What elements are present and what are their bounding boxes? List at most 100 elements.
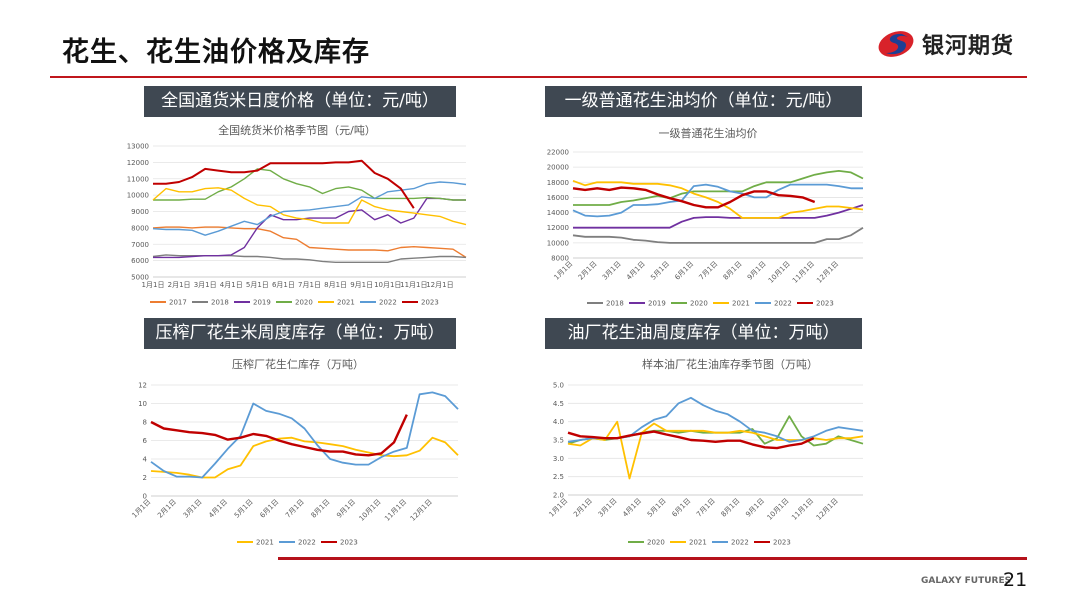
y-tick-label: 2 bbox=[143, 474, 147, 482]
y-tick-label: 6 bbox=[143, 437, 148, 445]
x-tick-label: 12月1日 bbox=[815, 260, 840, 285]
x-tick-label: 8月1日 bbox=[310, 498, 332, 520]
series-line-2020 bbox=[153, 168, 466, 201]
y-tick-label: 10 bbox=[138, 400, 147, 408]
legend-label-2023: 2023 bbox=[773, 539, 791, 547]
legend-label-2022: 2022 bbox=[379, 299, 397, 307]
series-line-2023 bbox=[153, 159, 415, 209]
x-tick-label: 6月1日 bbox=[272, 281, 295, 289]
y-tick-label: 14000 bbox=[547, 209, 569, 217]
y-tick-label: 4.0 bbox=[553, 418, 564, 426]
x-tick-label: 7月1日 bbox=[298, 281, 321, 289]
y-tick-label: 13000 bbox=[127, 143, 149, 151]
x-tick-label: 9月1日 bbox=[744, 497, 766, 519]
x-tick-label: 11月1日 bbox=[383, 498, 408, 523]
x-tick-label: 10月1日 bbox=[766, 497, 791, 522]
x-tick-label: 2月1日 bbox=[577, 260, 599, 282]
x-tick-label: 9月1日 bbox=[350, 281, 373, 289]
series-line-2023 bbox=[572, 186, 816, 209]
y-tick-label: 6000 bbox=[131, 257, 149, 265]
footer-brand: GALAXY FUTURES bbox=[921, 576, 1012, 586]
x-tick-label: 11月1日 bbox=[790, 497, 815, 522]
x-tick-label: 4月1日 bbox=[625, 260, 647, 282]
series-line-2018 bbox=[572, 226, 864, 244]
x-tick-label: 9月1日 bbox=[335, 498, 357, 520]
x-tick-label: 3月1日 bbox=[182, 498, 204, 520]
x-tick-label: 3月1日 bbox=[597, 497, 619, 519]
y-tick-label: 2.0 bbox=[553, 492, 564, 500]
y-tick-label: 22000 bbox=[547, 149, 569, 157]
y-tick-label: 7000 bbox=[131, 241, 149, 249]
panel-heading-oil-price: 一级普通花生油均价（单位：元/吨） bbox=[545, 86, 862, 117]
chart-3: 压榨厂花生仁库存（万吨） 0 2 4 6 8 10 12 1月1日 2月1日 3月1日 4月1日 5月1… bbox=[131, 357, 459, 547]
x-tick-label: 2月1日 bbox=[168, 281, 191, 289]
legend-label-2020: 2020 bbox=[690, 300, 708, 308]
x-tick-label: 5月1日 bbox=[646, 497, 668, 519]
panel-heading-kernel-stock: 压榨厂花生米周度库存（单位：万吨） bbox=[144, 318, 456, 349]
y-tick-label: 3.0 bbox=[553, 455, 564, 463]
series-line-2019 bbox=[153, 197, 466, 259]
y-tick-label: 3.5 bbox=[553, 437, 564, 445]
series-line-2021 bbox=[152, 187, 467, 226]
series-line-2017 bbox=[152, 226, 467, 258]
series-line-2022 bbox=[567, 396, 864, 443]
legend-label-2017: 2017 bbox=[169, 299, 187, 307]
series-line-2022 bbox=[152, 181, 467, 236]
x-tick-label: 11月1日 bbox=[791, 260, 816, 285]
x-tick-label: 2月1日 bbox=[156, 498, 178, 520]
x-tick-label: 12月1日 bbox=[426, 281, 453, 289]
x-tick-label: 5月1日 bbox=[649, 260, 671, 282]
x-tick-label: 11月1日 bbox=[400, 281, 427, 289]
x-tick-label: 4月1日 bbox=[207, 498, 229, 520]
page-title: 花生、花生油价格及库存 bbox=[62, 37, 370, 68]
y-tick-label: 11000 bbox=[127, 175, 149, 183]
y-tick-label: 5000 bbox=[131, 274, 149, 282]
x-tick-label: 4月1日 bbox=[220, 281, 243, 289]
page-number: 21 bbox=[1003, 569, 1028, 591]
y-tick-label: 10000 bbox=[127, 192, 149, 200]
x-tick-label: 1月1日 bbox=[142, 281, 165, 289]
chart-title: 样本油厂花生油库存季节图（万吨） bbox=[642, 357, 818, 371]
x-tick-label: 1月1日 bbox=[553, 260, 575, 282]
chart-1: 全国统货米价格季节图（元/吨） 5000 6000 7000 8000 9000 10000… bbox=[127, 123, 467, 307]
legend-label-2023: 2023 bbox=[421, 299, 439, 307]
chart-title: 一级普通花生油均价 bbox=[659, 126, 758, 140]
header-divider bbox=[50, 76, 1027, 78]
series-line-2022 bbox=[150, 391, 459, 479]
x-tick-label: 8月1日 bbox=[324, 281, 347, 289]
x-tick-label: 4月1日 bbox=[621, 497, 643, 519]
x-tick-label: 3月1日 bbox=[601, 260, 623, 282]
legend-label-2018: 2018 bbox=[211, 299, 229, 307]
x-tick-label: 3月1日 bbox=[194, 281, 217, 289]
logo-text: 银河期货 bbox=[922, 34, 1015, 59]
x-tick-label: 2月1日 bbox=[572, 497, 594, 519]
y-tick-label: 8000 bbox=[551, 255, 569, 263]
x-tick-label: 5月1日 bbox=[246, 281, 269, 289]
legend-label-2022: 2022 bbox=[298, 539, 316, 547]
x-tick-label: 6月1日 bbox=[670, 497, 692, 519]
x-tick-label: 1月1日 bbox=[131, 498, 153, 520]
legend-label-2023: 2023 bbox=[340, 539, 358, 547]
x-tick-label: 10月1日 bbox=[374, 281, 401, 289]
galaxy-logo-icon bbox=[878, 31, 914, 57]
x-tick-label: 1月1日 bbox=[548, 497, 570, 519]
legend-label-2021: 2021 bbox=[256, 539, 274, 547]
panel-heading-rice-price: 全国通货米日度价格（单位：元/吨） bbox=[144, 86, 456, 117]
y-tick-label: 4 bbox=[143, 456, 148, 464]
panel-heading-oil-stock: 油厂花生油周度库存（单位：万吨） bbox=[545, 318, 862, 349]
galaxy-futures-logo: 银河期货 bbox=[876, 28, 1014, 60]
footer-divider bbox=[278, 557, 1027, 560]
y-tick-label: 10000 bbox=[547, 239, 569, 247]
x-tick-label: 12月1日 bbox=[815, 497, 840, 522]
legend-label-2021: 2021 bbox=[337, 299, 355, 307]
x-tick-label: 5月1日 bbox=[233, 498, 255, 520]
chart-4: 样本油厂花生油库存季节图（万吨） 2.0 2.5 3.0 3.5 4.0 4.5 5.0 1月1… bbox=[548, 357, 864, 547]
x-tick-label: 9月1日 bbox=[746, 260, 768, 282]
legend-label-2019: 2019 bbox=[648, 300, 666, 308]
chart-2: 一级普通花生油均价 8000 10000 12000 14000 16000 18000 20… bbox=[547, 126, 864, 308]
y-tick-label: 2.5 bbox=[553, 473, 564, 481]
y-tick-label: 8000 bbox=[131, 224, 149, 232]
series-line-2019 bbox=[573, 204, 864, 229]
x-tick-label: 8月1日 bbox=[722, 260, 744, 282]
